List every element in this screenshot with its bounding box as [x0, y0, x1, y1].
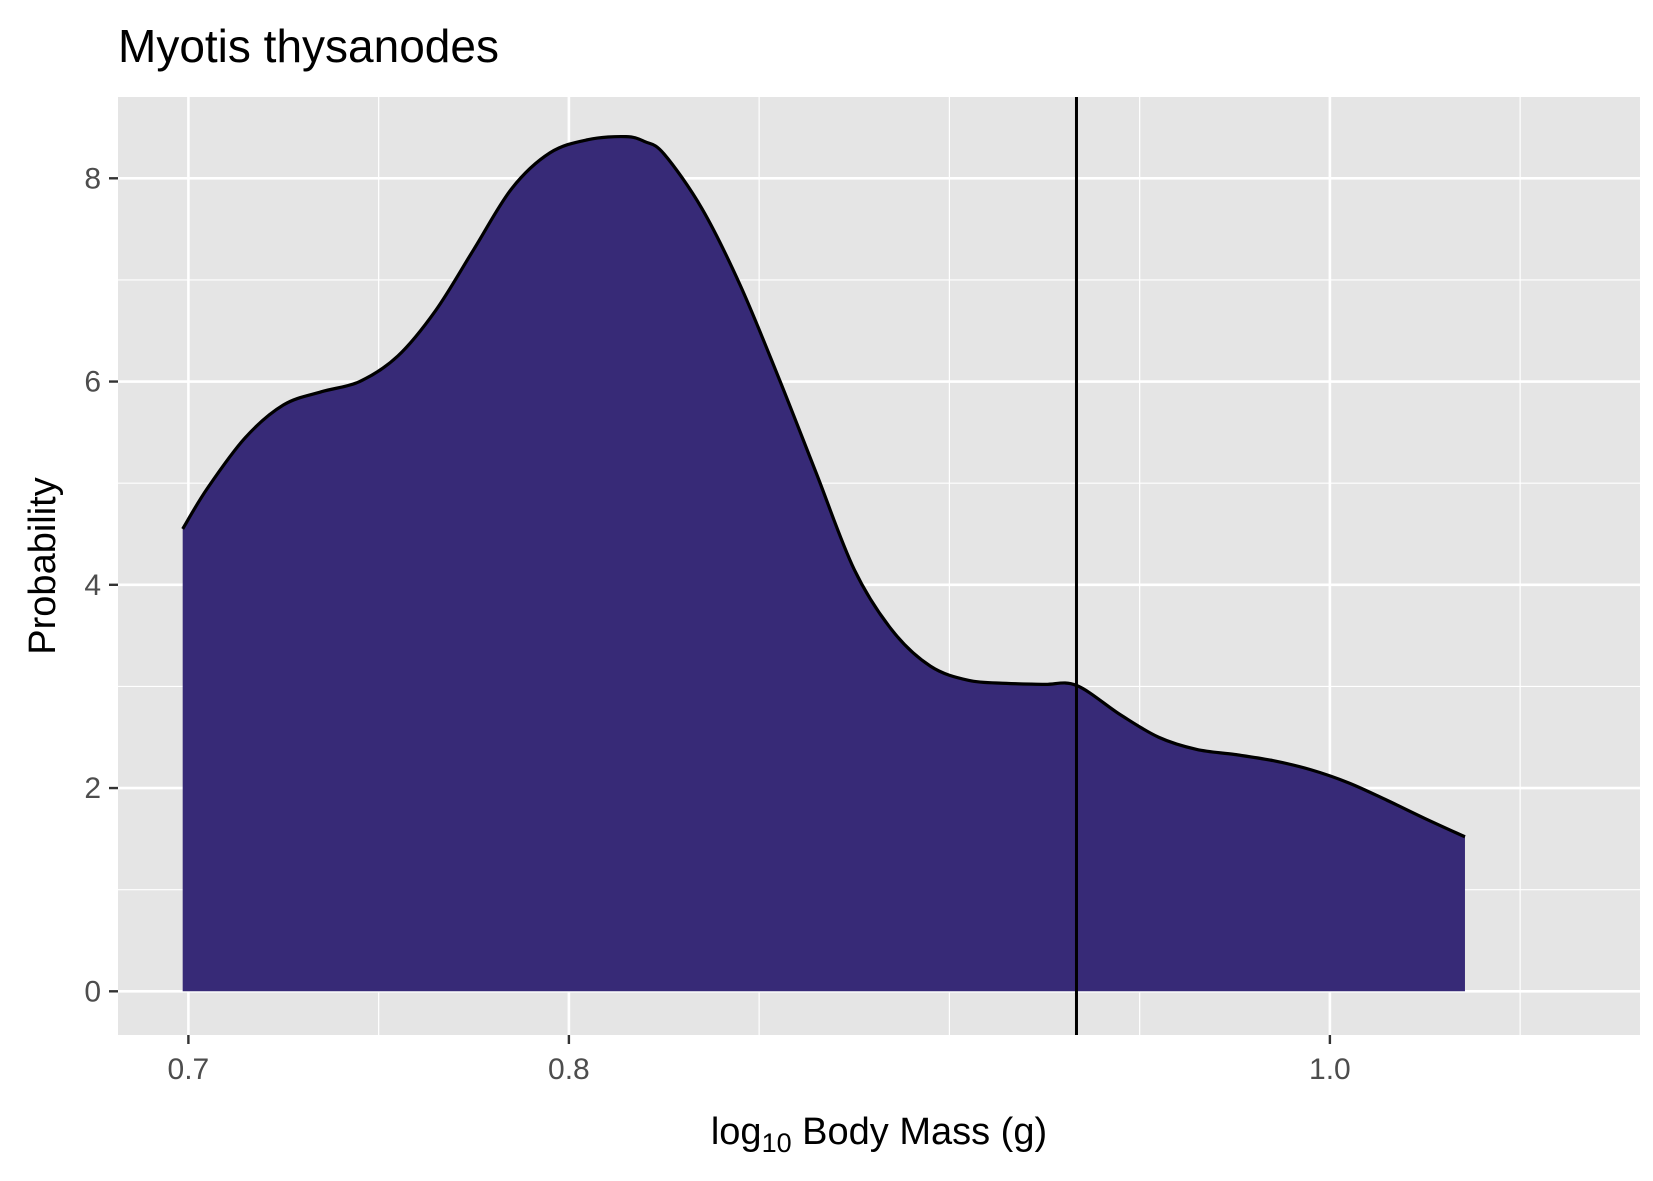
y-axis-title: Probability — [22, 477, 64, 654]
x-tick-label: 0.8 — [548, 1053, 590, 1086]
y-axis: 0 2 4 6 8 — [84, 162, 118, 1008]
x-tick-label: 0.7 — [168, 1053, 210, 1086]
chart-title: Myotis thysanodes — [118, 20, 499, 72]
x-axis: 0.7 0.8 1.0 — [168, 1035, 1351, 1086]
y-tick-label: 4 — [84, 569, 101, 602]
x-axis-title-subscript: 10 — [762, 1128, 792, 1158]
x-axis-title-suffix: Body Mass (g) — [792, 1111, 1048, 1153]
density-area — [182, 136, 1465, 992]
y-tick-label: 0 — [84, 975, 101, 1008]
x-axis-title-prefix: log — [711, 1111, 762, 1153]
x-tick-label: 1.0 — [1309, 1053, 1351, 1086]
density-curve — [181, 134, 1466, 839]
y-tick-label: 6 — [84, 366, 101, 399]
y-tick-label: 8 — [84, 162, 101, 195]
x-axis-title: log10 Body Mass (g) — [711, 1111, 1047, 1158]
y-tick-label: 2 — [84, 772, 101, 805]
